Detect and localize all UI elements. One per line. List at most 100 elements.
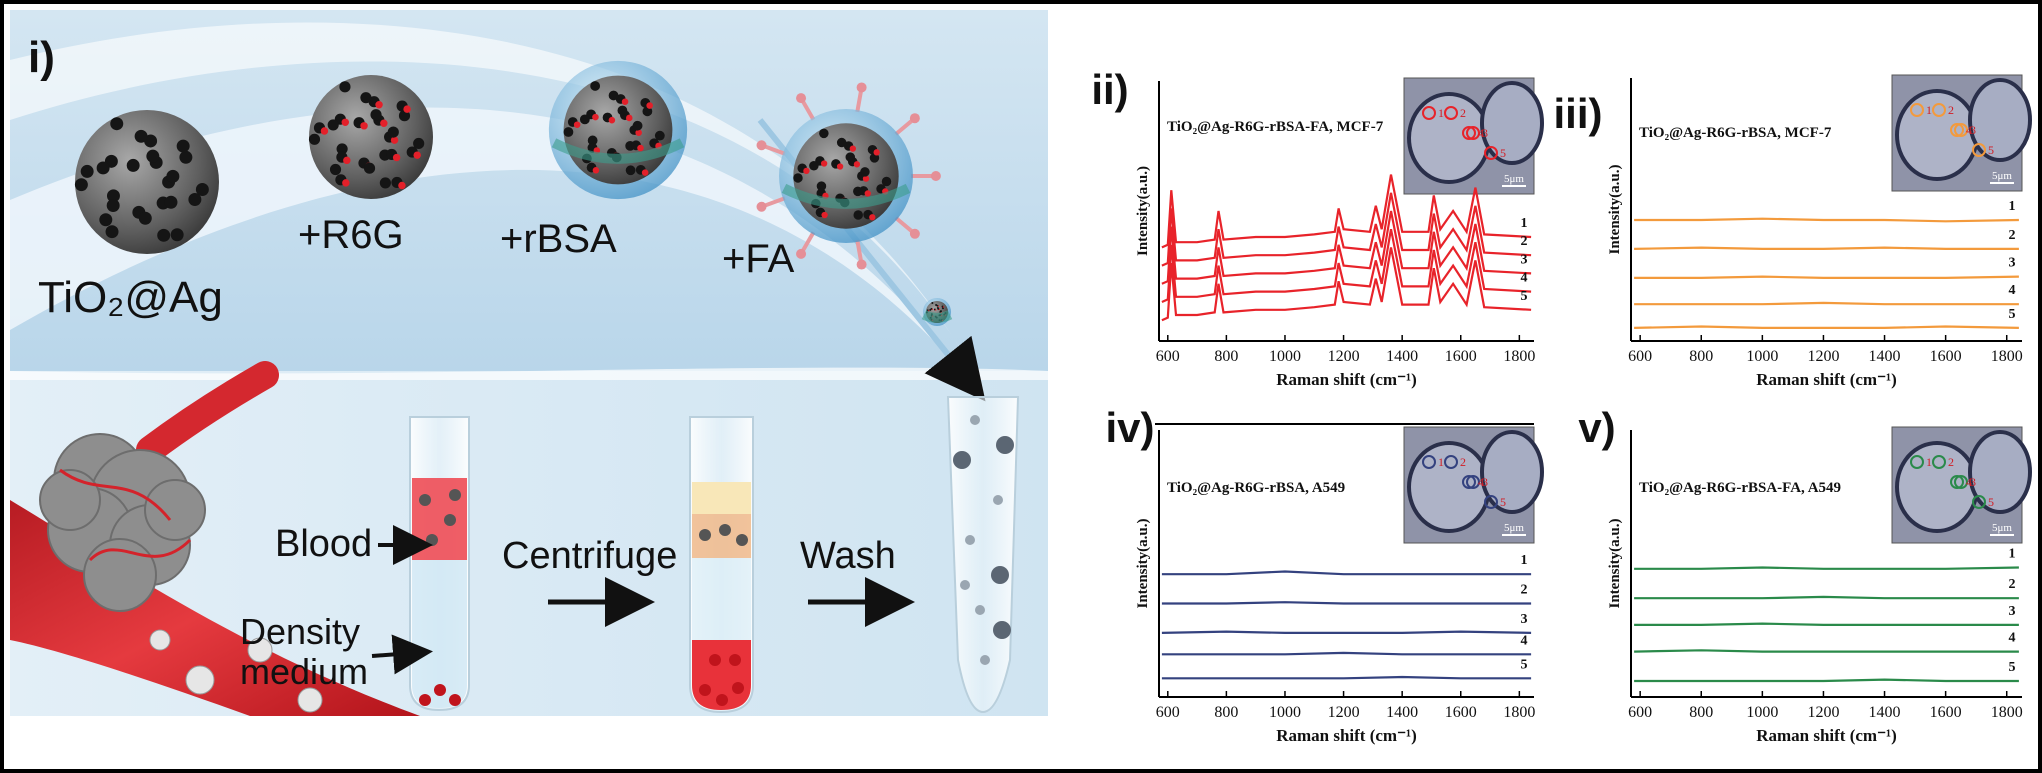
spectrum-line [1634,325,2019,329]
ag-dot [845,152,856,162]
ag-dot [590,81,601,91]
chart-title: TiO₂@Ag-R6G-rBSA-FA, MCF-7 [1167,119,1384,135]
x-tick-label: 1000 [1269,348,1301,365]
x-tick-label: 1400 [1869,348,1901,365]
x-tick-label: 800 [1214,348,1238,365]
ag-dot [80,164,94,178]
tube-particle [991,566,1009,584]
series-label: 4 [2009,283,2016,298]
core [75,110,219,254]
ag-dot [617,105,628,116]
ag-dot [853,210,863,220]
inset-spot [1462,126,1476,140]
r6g-dot [413,151,421,159]
fa-tip [856,82,867,93]
inset-cell [1480,81,1544,165]
spectrum-line [1634,678,2019,683]
ag-dot [327,119,339,131]
spectrum-line [1634,217,2019,223]
cell [719,524,731,536]
fa-tip [909,113,920,124]
step-label: +rBSA [500,217,617,261]
chart-title: TiO₂@Ag-R6G-rBSA, A549 [1167,480,1345,496]
x-tick-label: 1400 [1386,348,1418,365]
tumor-vessel [59,468,192,562]
rbc [449,694,461,706]
series-label: 2 [2009,228,2016,243]
inset-spot [1932,455,1946,469]
x-axis-label: Raman shift (cm⁻¹) [1276,370,1417,389]
inset-label: 2 [1460,455,1466,469]
spectrum-line [1634,275,2019,279]
r6g-dot [403,105,411,113]
spectrum-line [1634,566,2019,570]
ag-dot [642,106,653,117]
core [793,123,899,229]
ag-dot [105,225,119,239]
x-tick-label: 800 [1689,348,1713,365]
x-tick-label: 1600 [1930,348,1962,365]
r6g-dot [392,153,401,162]
y-axis-label: Intensity(a.u.) [1135,166,1151,256]
r6g-dot [937,305,940,307]
x-tick-label: 1400 [1386,704,1418,721]
tube-particle [970,415,980,425]
spectrum-line [1161,174,1532,249]
x-axis-label: Raman shift (cm⁻¹) [1276,726,1417,745]
fa-tip [756,201,767,212]
r6g-dot [803,167,810,175]
inset-cell [1480,430,1544,514]
ag-dot [157,228,171,242]
y-axis-label: Intensity(a.u.) [1135,518,1151,608]
spectrum-line [1634,595,2019,600]
cell [419,494,431,506]
panel-label: v) [1578,404,1615,451]
ag-dot [176,139,190,153]
step-label: +FA [722,237,795,281]
ag-dot [881,176,892,187]
fa-tip [930,171,941,181]
ag-dot [398,110,411,122]
panel-label: i) [28,33,55,82]
ag-dot [413,137,425,150]
series-label: 4 [1521,271,1528,286]
medium-layer [692,558,751,640]
scale-bar-label: 5μm [1992,170,2012,182]
inset-spot [1972,495,1986,509]
sweep-band [10,107,985,400]
blood-vessel [136,361,279,464]
inset-label: 2 [1948,455,1954,469]
series-label: 4 [1521,633,1528,648]
r6g-dot [637,144,644,152]
chart-title: TiO₂@Ag-R6G-rBSA, MCF-7 [1639,125,1832,141]
ag-dot [138,211,152,225]
panel-label: ii) [1091,66,1128,113]
ag-dot [941,307,944,310]
x-tick-label: 1200 [1328,348,1360,365]
r6g-dot [343,156,351,165]
series-label: 3 [2009,604,2016,619]
ag-dot [339,81,351,93]
ag-dot [110,117,124,131]
tube-particle [965,535,975,545]
particles [74,60,953,327]
r6g-dot [621,98,629,105]
cell [699,529,711,541]
x-tick-label: 1800 [1503,348,1535,365]
density-label: medium [240,651,368,692]
ag-dot [179,150,193,164]
ag-dot [166,169,180,183]
r6g-dot [836,163,844,170]
series-label: 5 [2009,660,2016,675]
inset-label: 4 [1478,126,1484,140]
spectrum-line [1161,247,1532,322]
r6g-dot [931,308,934,311]
core [563,75,673,185]
inset-cell [1968,430,2032,514]
inset-spot [1972,143,1986,157]
spectrum-line [1161,210,1532,285]
r6g-dot [862,175,870,182]
